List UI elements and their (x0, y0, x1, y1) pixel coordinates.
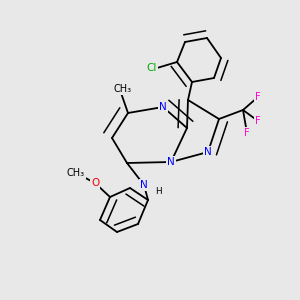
Text: N: N (204, 147, 212, 157)
Text: O: O (91, 178, 99, 188)
Text: N: N (167, 157, 175, 167)
Text: F: F (244, 128, 250, 138)
Text: H: H (155, 188, 161, 196)
Text: N: N (159, 102, 167, 112)
Text: N: N (140, 180, 148, 190)
Text: Cl: Cl (147, 63, 157, 73)
Text: CH₃: CH₃ (114, 83, 132, 94)
Text: F: F (255, 92, 261, 102)
Text: F: F (255, 116, 261, 126)
Text: CH₃: CH₃ (67, 168, 85, 178)
